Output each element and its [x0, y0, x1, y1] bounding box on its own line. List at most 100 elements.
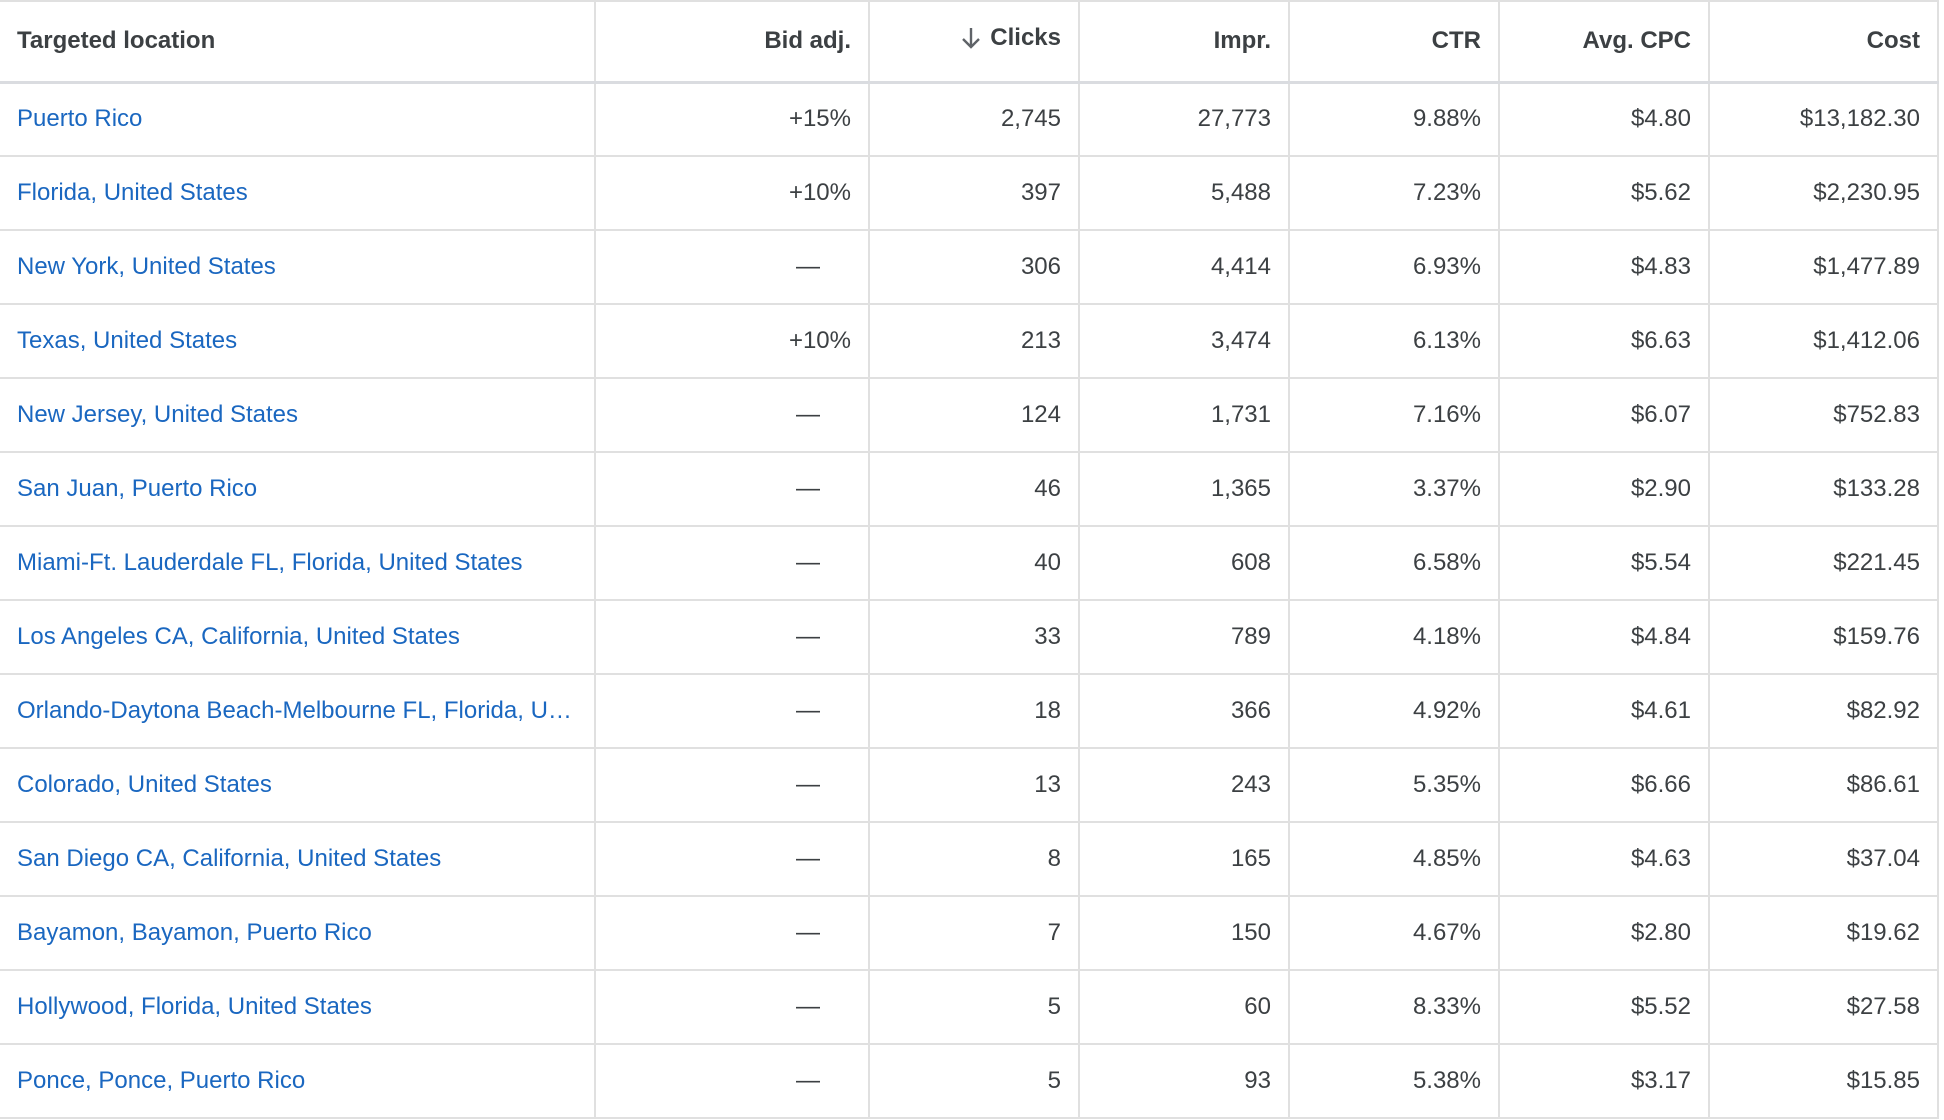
cell-ctr: 4.85% — [1289, 822, 1500, 897]
cell-bid-adj: — — [595, 526, 870, 601]
table-row: Bayamon, Bayamon, Puerto Rico — 7 150 4.67% $… — [0, 896, 1939, 971]
cell-cost: $133.28 — [1709, 452, 1939, 527]
cell-location: Puerto Rico — [0, 82, 596, 157]
cell-impr: 1,731 — [1079, 378, 1290, 453]
cell-cost-value: $1,412.06 — [1813, 327, 1920, 354]
cell-bid-adj: — — [595, 748, 870, 823]
table-row: Ponce, Ponce, Puerto Rico — 5 93 5.38% $3.17 $… — [0, 1044, 1939, 1119]
column-header-bid-adj[interactable]: Bid adj. — [595, 0, 870, 84]
cell-clicks-value: 13 — [1034, 771, 1061, 798]
cell-impr: 789 — [1079, 600, 1290, 675]
cell-ctr-value: 9.88% — [1412, 105, 1481, 133]
cell-impr: 1,365 — [1079, 452, 1290, 527]
cell-cost-value: $752.83 — [1833, 401, 1920, 428]
cell-cost: $27.58 — [1709, 970, 1939, 1045]
cell-avg-cpc-value: $6.66 — [1630, 771, 1691, 798]
cell-clicks-value: 7 — [1047, 919, 1061, 946]
cell-bid-adj-value: — — [796, 623, 820, 650]
column-header-label: Bid adj. — [764, 27, 851, 55]
cell-impr: 5,488 — [1079, 156, 1290, 231]
cell-impr-value: 27,773 — [1197, 105, 1271, 133]
cell-avg-cpc-value: $6.63 — [1630, 327, 1691, 354]
location-link[interactable]: Orlando-Daytona Beach-Melbourne FL, Flor… — [17, 697, 577, 724]
cell-avg-cpc: $3.17 — [1499, 1044, 1710, 1119]
location-link[interactable]: Los Angeles CA, California, United State… — [17, 623, 460, 650]
location-link[interactable]: Puerto Rico — [17, 105, 143, 133]
cell-impr-value: 608 — [1230, 549, 1271, 576]
cell-bid-adj-value: — — [796, 993, 820, 1020]
location-link[interactable]: Colorado, United States — [17, 771, 272, 798]
cell-bid-adj: — — [595, 822, 870, 897]
cell-location: Colorado, United States — [0, 748, 596, 823]
cell-cost-value: $133.28 — [1833, 475, 1920, 502]
cell-bid-adj-value: — — [796, 919, 820, 946]
cell-ctr: 9.88% — [1289, 82, 1500, 157]
location-link[interactable]: Bayamon, Bayamon, Puerto Rico — [17, 919, 372, 946]
cell-bid-adj-value: +10% — [788, 327, 851, 354]
column-header-label: Targeted location — [17, 27, 216, 55]
cell-clicks-value: 306 — [1020, 253, 1061, 280]
cell-impr: 608 — [1079, 526, 1290, 601]
table-row: Texas, United States +10% 213 3,474 6.13% $6.… — [0, 304, 1939, 379]
cell-cost-value: $15.85 — [1846, 1067, 1920, 1094]
cell-clicks: 306 — [869, 230, 1080, 305]
column-header-clicks[interactable]: Clicks — [869, 0, 1080, 84]
cell-impr: 60 — [1079, 970, 1290, 1045]
column-header-targeted-location[interactable]: Targeted location — [0, 0, 596, 84]
column-header-cost[interactable]: Cost — [1709, 0, 1939, 84]
column-header-label: Cost — [1866, 27, 1920, 55]
cell-avg-cpc-value: $5.52 — [1630, 993, 1691, 1020]
cell-clicks: 40 — [869, 526, 1080, 601]
cell-bid-adj: — — [595, 230, 870, 305]
cell-location: Orlando-Daytona Beach-Melbourne FL, Flor… — [0, 674, 596, 749]
location-link[interactable]: Texas, United States — [17, 327, 238, 354]
column-header-ctr[interactable]: CTR — [1289, 0, 1500, 84]
cell-impr: 165 — [1079, 822, 1290, 897]
cell-ctr-value: 6.93% — [1412, 253, 1481, 280]
cell-avg-cpc-value: $5.54 — [1630, 549, 1691, 576]
cell-bid-adj: +10% — [595, 304, 870, 379]
cell-ctr-value: 4.85% — [1412, 845, 1481, 872]
cell-ctr-value: 3.37% — [1412, 475, 1481, 502]
location-link[interactable]: Miami-Ft. Lauderdale FL, Florida, United… — [17, 549, 523, 576]
cell-cost: $2,230.95 — [1709, 156, 1939, 231]
cell-cost-value: $2,230.95 — [1813, 179, 1920, 206]
column-header-avg-cpc[interactable]: Avg. CPC — [1499, 0, 1710, 84]
cell-cost-value: $19.62 — [1846, 919, 1920, 946]
cell-impr-value: 5,488 — [1210, 179, 1271, 206]
table-row: New Jersey, United States — 124 1,731 7.16% $… — [0, 378, 1939, 453]
location-link[interactable]: Florida, United States — [17, 179, 248, 206]
location-link[interactable]: San Juan, Puerto Rico — [17, 475, 258, 502]
cell-bid-adj-value: +10% — [788, 179, 851, 206]
table-row: New York, United States — 306 4,414 6.93% $4.… — [0, 230, 1939, 305]
cell-clicks: 5 — [869, 1044, 1080, 1119]
cell-location: New York, United States — [0, 230, 596, 305]
location-link[interactable]: New Jersey, United States — [17, 401, 299, 428]
location-link[interactable]: Ponce, Ponce, Puerto Rico — [17, 1067, 306, 1094]
table-row: Puerto Rico +15% 2,745 27,773 9.88% $4.80 $13,… — [0, 82, 1939, 157]
cell-clicks: 13 — [869, 748, 1080, 823]
cell-avg-cpc-value: $3.17 — [1630, 1067, 1691, 1094]
location-link[interactable]: New York, United States — [17, 253, 276, 280]
cell-bid-adj-value: +15% — [788, 105, 851, 133]
location-link[interactable]: Hollywood, Florida, United States — [17, 993, 372, 1020]
column-header-impr[interactable]: Impr. — [1079, 0, 1290, 84]
cell-cost-value: $13,182.30 — [1799, 105, 1920, 133]
cell-impr: 4,414 — [1079, 230, 1290, 305]
cell-bid-adj-value: — — [796, 845, 820, 872]
cell-avg-cpc: $4.63 — [1499, 822, 1710, 897]
sort-control[interactable]: Clicks — [960, 24, 1061, 52]
cell-bid-adj-value: — — [796, 697, 820, 724]
cell-ctr: 7.23% — [1289, 156, 1500, 231]
location-link[interactable]: San Diego CA, California, United States — [17, 845, 442, 872]
cell-ctr: 4.18% — [1289, 600, 1500, 675]
cell-ctr-value: 7.16% — [1412, 401, 1481, 428]
cell-bid-adj: — — [595, 1044, 870, 1119]
table-row: Orlando-Daytona Beach-Melbourne FL, Flor… — [0, 674, 1939, 749]
cell-bid-adj: — — [595, 674, 870, 749]
cell-ctr: 4.67% — [1289, 896, 1500, 971]
cell-ctr-value: 4.67% — [1412, 919, 1481, 946]
cell-clicks-value: 397 — [1020, 179, 1061, 206]
cell-cost-value: $1,477.89 — [1813, 253, 1920, 280]
cell-bid-adj-value: — — [796, 401, 820, 428]
